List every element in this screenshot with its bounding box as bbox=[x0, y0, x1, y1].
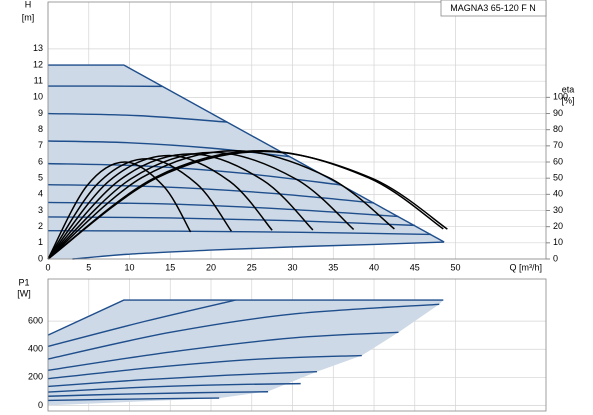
x-tick-label: 40 bbox=[369, 262, 379, 272]
performance-curve bbox=[47, 216, 415, 227]
y2-tick-label: 70 bbox=[553, 140, 563, 150]
y-tick-label: 5 bbox=[38, 173, 43, 183]
performance-curve bbox=[47, 370, 317, 388]
y2-axis-label: eta bbox=[562, 84, 575, 94]
y-axis-label: H bbox=[25, 0, 32, 9]
efficiency-curve bbox=[47, 154, 273, 260]
y-tick-label: 11 bbox=[34, 76, 43, 86]
performance-curve bbox=[47, 230, 432, 236]
plot-frame bbox=[47, 278, 547, 412]
performance-curve bbox=[47, 391, 269, 397]
performance-curve bbox=[47, 331, 399, 371]
performance-curve bbox=[47, 201, 399, 218]
y2-tick-label: 0 bbox=[553, 253, 558, 263]
y2-axis-unit: [%] bbox=[561, 95, 574, 105]
y2-tick-label: 20 bbox=[553, 221, 563, 231]
performance-curve bbox=[47, 382, 301, 393]
y-tick-label: 7 bbox=[38, 140, 43, 150]
y2-tick-label: 30 bbox=[553, 205, 563, 215]
efficiency-curve bbox=[47, 150, 448, 260]
performance-curve bbox=[72, 241, 445, 260]
x-tick-label: 0 bbox=[45, 262, 50, 272]
y-tick-label: 200 bbox=[28, 372, 43, 382]
y-tick-label: 12 bbox=[33, 59, 43, 69]
x-tick-label: 5 bbox=[86, 262, 91, 272]
performance-curve bbox=[47, 112, 228, 123]
y2-tick-label: 80 bbox=[553, 124, 563, 134]
y-tick-label: 0 bbox=[38, 400, 43, 410]
performance-curve bbox=[47, 162, 342, 186]
title-box bbox=[440, 0, 547, 17]
x-tick-label: 35 bbox=[328, 262, 338, 272]
performance-curve bbox=[47, 397, 220, 402]
y-tick-label: 400 bbox=[28, 344, 43, 354]
y-tick-label: 10 bbox=[33, 92, 43, 102]
performance-curve bbox=[47, 183, 375, 204]
operating-area bbox=[48, 65, 445, 259]
y-axis-unit: [m] bbox=[22, 12, 35, 22]
performance-curve bbox=[47, 303, 440, 360]
y2-tick-label: 90 bbox=[553, 108, 563, 118]
performance-curve bbox=[47, 299, 444, 336]
plot-frame bbox=[47, 1, 547, 260]
y-tick-label: 9 bbox=[38, 108, 43, 118]
y-tick-label: 600 bbox=[28, 316, 43, 326]
y-tick-label: 2 bbox=[38, 221, 43, 231]
y-tick-label: 0 bbox=[38, 253, 43, 263]
y-tick-label: 3 bbox=[38, 205, 43, 215]
y-tick-label: 1 bbox=[38, 237, 43, 247]
y-axis-unit: [W] bbox=[17, 288, 31, 298]
x-tick-label: 15 bbox=[165, 262, 175, 272]
y-tick-label: 6 bbox=[38, 156, 43, 166]
x-tick-label: 45 bbox=[410, 262, 420, 272]
y2-tick-label: 10 bbox=[553, 237, 563, 247]
y-tick-label: 8 bbox=[38, 124, 43, 134]
y2-tick-label: 100 bbox=[553, 92, 568, 102]
y-axis-label: P1 bbox=[18, 277, 29, 287]
y-tick-label: 4 bbox=[38, 189, 43, 199]
x-axis-label: Q [m³/h] bbox=[509, 262, 542, 272]
chart-title: MAGNA3 65-120 F N bbox=[450, 3, 536, 13]
x-tick-label: 50 bbox=[451, 262, 461, 272]
y2-tick-label: 50 bbox=[553, 173, 563, 183]
y2-tick-label: 40 bbox=[553, 189, 563, 199]
performance-curve bbox=[47, 354, 362, 380]
efficiency-curve bbox=[47, 161, 192, 260]
y-tick-label: 13 bbox=[33, 43, 43, 53]
y2-tick-label: 60 bbox=[553, 156, 563, 166]
performance-curve bbox=[47, 299, 236, 348]
x-tick-label: 25 bbox=[247, 262, 257, 272]
efficiency-curve bbox=[47, 149, 395, 260]
x-tick-label: 10 bbox=[124, 262, 134, 272]
x-tick-label: 20 bbox=[206, 262, 216, 272]
x-tick-label: 30 bbox=[288, 262, 298, 272]
